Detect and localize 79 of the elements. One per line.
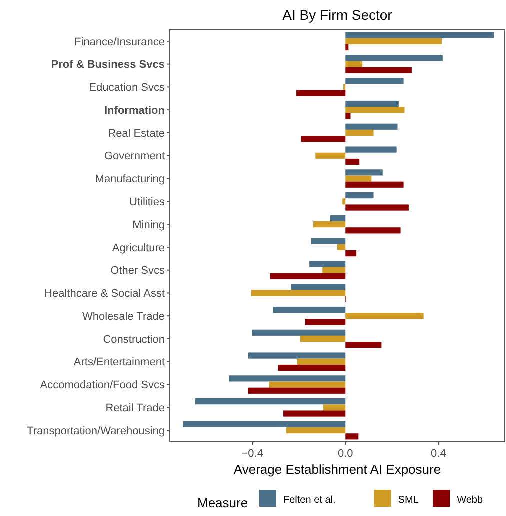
- bar: [316, 152, 346, 159]
- bar: [278, 364, 346, 372]
- bar: [296, 90, 346, 96]
- y-tick-label: Retail Trade: [106, 402, 165, 415]
- bar: [311, 238, 346, 244]
- bar: [248, 388, 346, 394]
- x-tick-label: 0.0: [338, 448, 354, 460]
- bar: [346, 55, 443, 62]
- y-tick-label: Accomodation/Food Svcs: [40, 380, 166, 392]
- y-tick-label: Wholesale Trade: [82, 310, 165, 323]
- bar: [286, 428, 346, 434]
- y-tick-label: Real Estate: [108, 128, 165, 140]
- bar: [346, 100, 399, 108]
- y-tick-label: Manufacturing: [95, 174, 165, 186]
- bar: [346, 204, 409, 211]
- y-tick-label: Healthcare & Social Asst: [44, 288, 165, 300]
- bar: [229, 376, 346, 382]
- bar: [314, 222, 346, 228]
- y-tick-label: Arts/Entertainment: [74, 356, 165, 369]
- bar: [291, 284, 346, 290]
- bar: [284, 410, 346, 417]
- bar: [322, 267, 346, 274]
- bar: [346, 342, 382, 348]
- bar: [346, 61, 363, 68]
- bar: [346, 313, 424, 320]
- y-tick-label: Finance/Insurance: [74, 36, 165, 48]
- bar: [346, 146, 397, 153]
- bar: [248, 352, 346, 359]
- legend-title: Measure: [198, 496, 248, 511]
- y-tick-label: Transportation/Warehousing: [27, 425, 165, 438]
- legend-label: SML: [398, 495, 420, 506]
- bar: [346, 38, 442, 44]
- legend-label: Felten et al.: [284, 495, 336, 506]
- bar: [346, 228, 401, 234]
- bar: [342, 198, 346, 205]
- x-axis-title: Average Establishment AI Exposure: [234, 462, 442, 477]
- y-tick-label: Agriculture: [112, 242, 165, 254]
- bar: [346, 107, 405, 114]
- bar: [346, 124, 398, 130]
- bar: [346, 176, 372, 182]
- bar: [269, 382, 346, 388]
- bar: [297, 358, 346, 365]
- bar: [346, 158, 360, 166]
- bar: [346, 250, 357, 257]
- chart-title: AI By Firm Sector: [282, 7, 393, 23]
- bar: [346, 434, 359, 440]
- bar: [305, 319, 346, 326]
- y-tick-label: Construction: [103, 334, 165, 346]
- bar: [273, 306, 346, 314]
- bar: [346, 44, 349, 51]
- bar: [346, 130, 374, 136]
- bar: [195, 398, 346, 405]
- bar: [338, 244, 346, 250]
- bar: [346, 32, 494, 38]
- bar: [346, 170, 383, 176]
- bar: [270, 273, 346, 280]
- y-tick-label: Utilities: [130, 196, 166, 209]
- x-tick-label: −0.4: [242, 448, 264, 460]
- bar: [310, 261, 346, 268]
- bar: [301, 136, 346, 142]
- bar: [346, 182, 404, 188]
- y-tick-label: Other Svcs: [110, 265, 166, 278]
- bar: [183, 421, 346, 428]
- y-tick-label: Government: [104, 150, 165, 163]
- bar: [300, 336, 346, 342]
- bar: [346, 192, 374, 199]
- bar: [251, 290, 346, 296]
- bar: [330, 215, 346, 222]
- bar: [346, 67, 412, 74]
- bar: [346, 113, 351, 120]
- y-tick-label: Mining: [132, 219, 165, 232]
- y-tick-label: Information: [104, 104, 166, 117]
- bar: [252, 330, 346, 336]
- y-tick-label: Prof & Business Svcs: [51, 59, 165, 72]
- y-tick-label: Education Svcs: [89, 82, 166, 94]
- legend-label: Webb: [457, 495, 484, 506]
- x-tick-label: 0.4: [431, 448, 446, 460]
- bar: [324, 404, 346, 411]
- bar: [346, 78, 404, 84]
